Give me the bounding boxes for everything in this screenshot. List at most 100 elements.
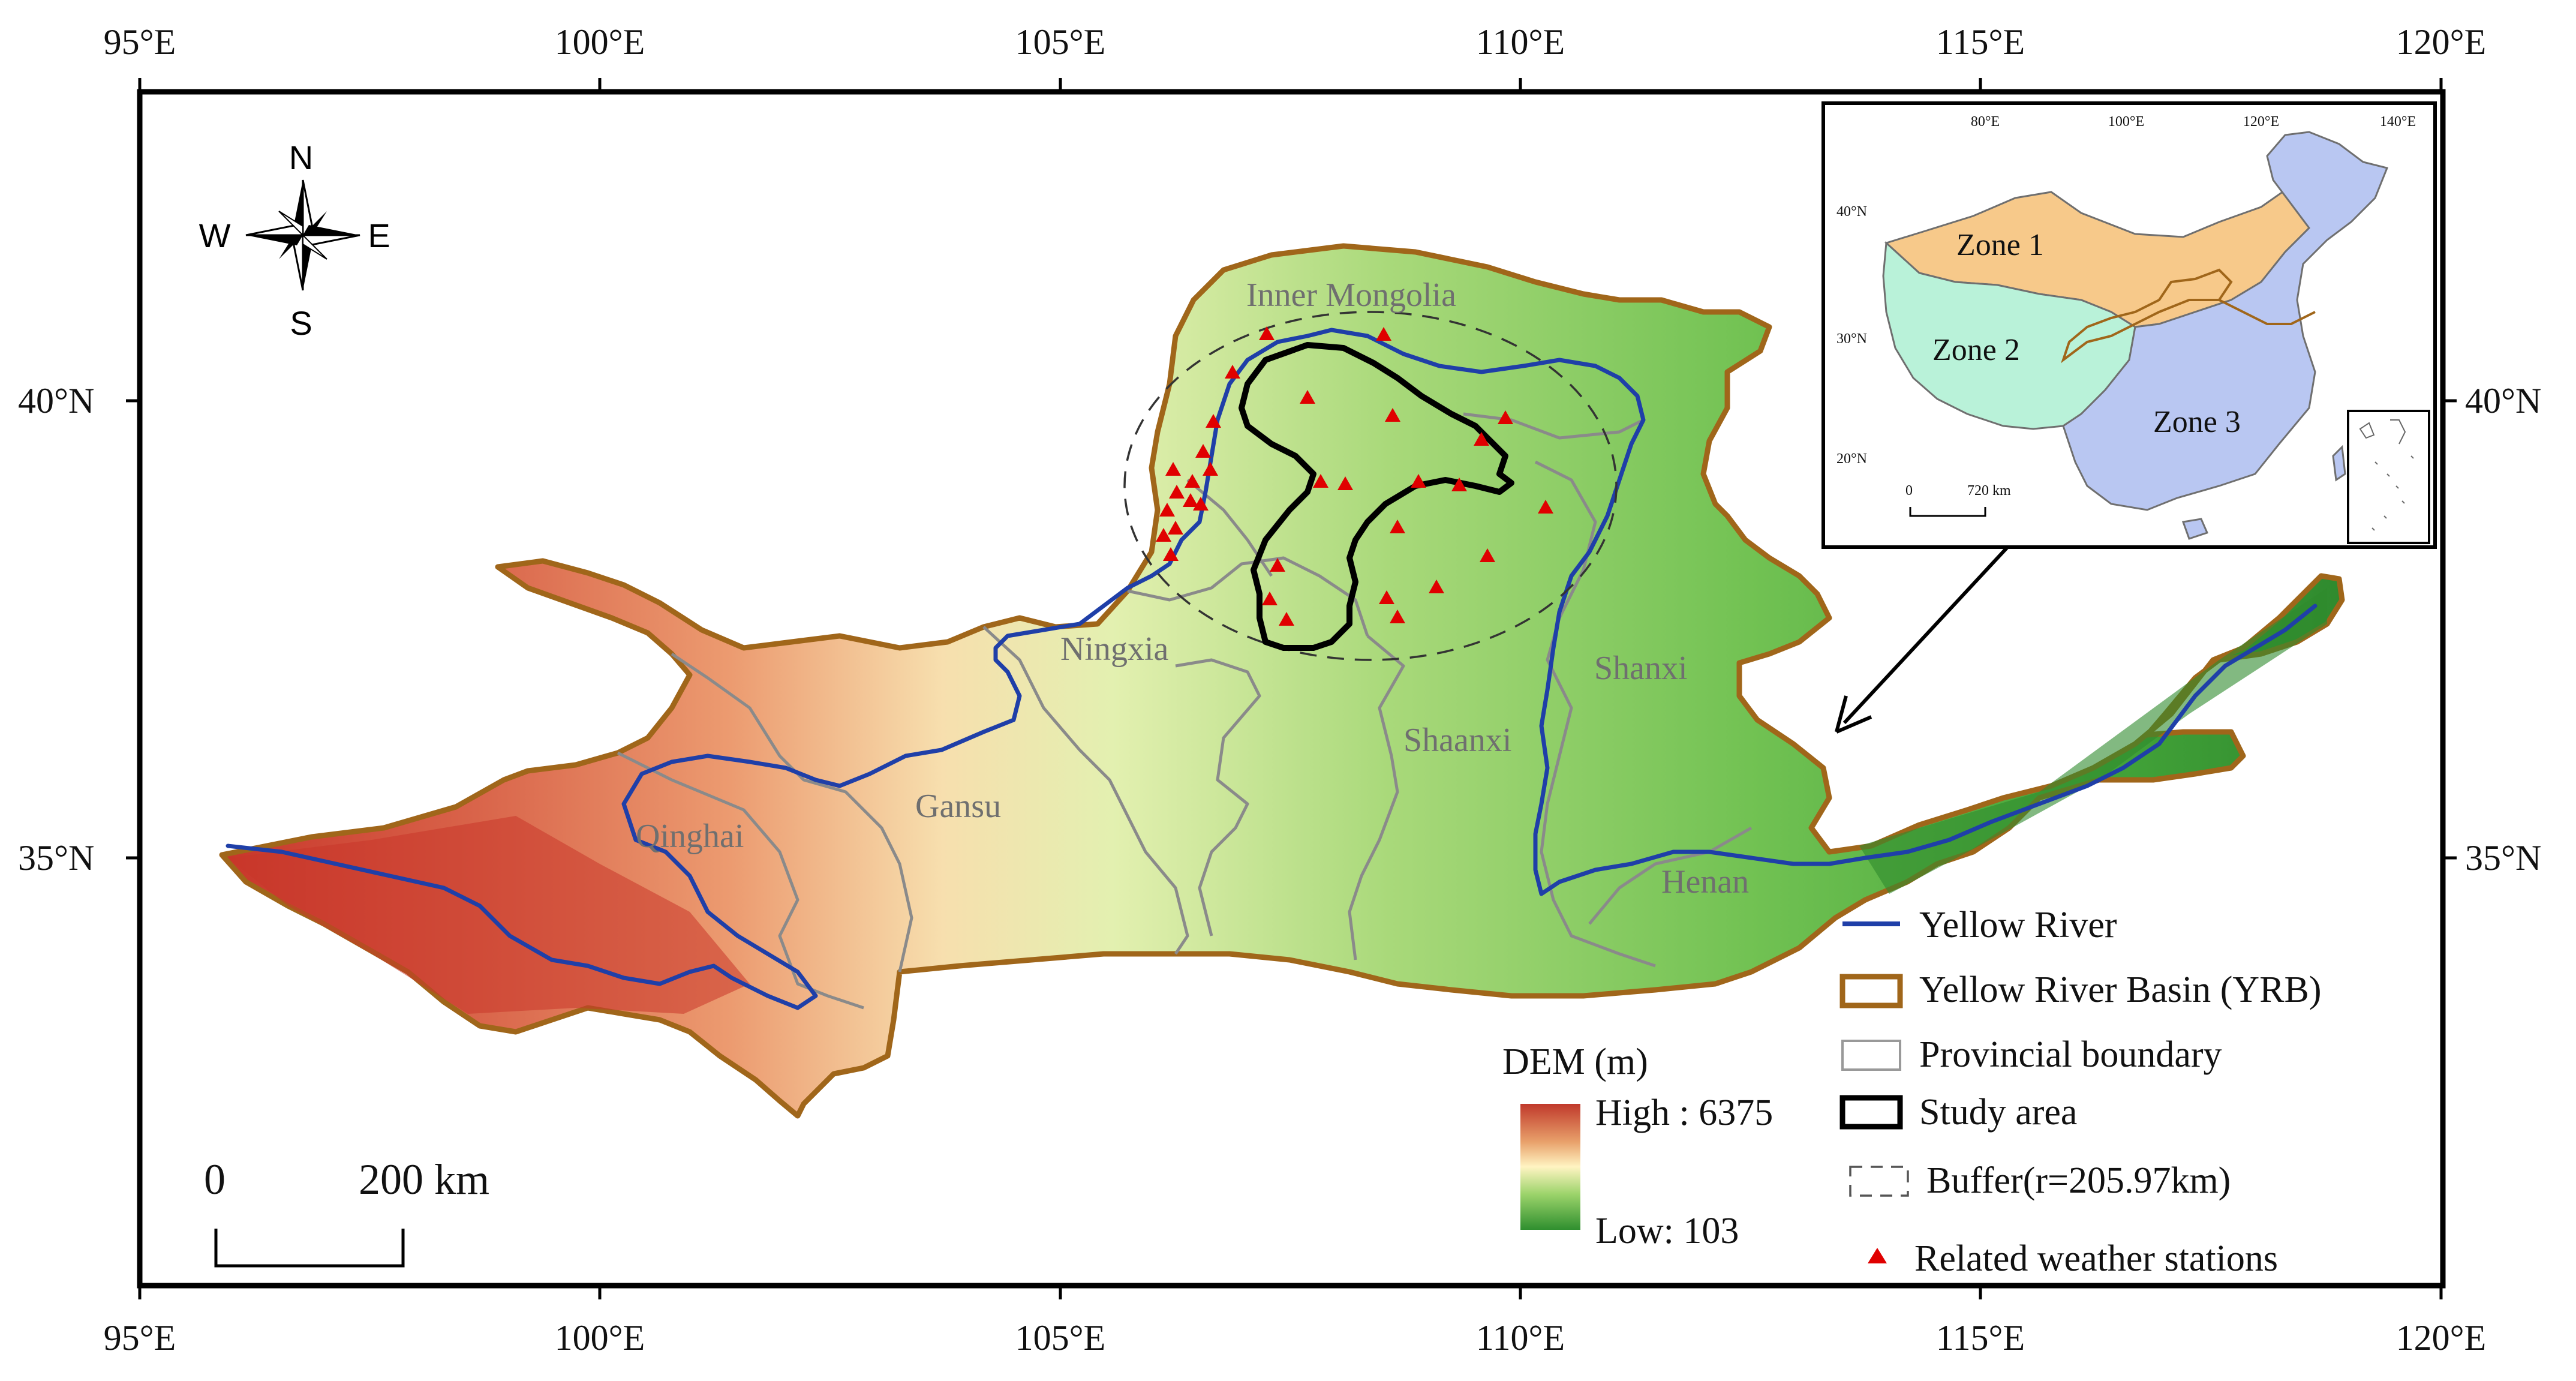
- weather-station: [1159, 503, 1175, 517]
- province-label-shanxi: Shanxi: [1594, 650, 1688, 687]
- legend-swatch-provincial-boundary: [1841, 1040, 1901, 1071]
- weather-station: [1451, 478, 1467, 491]
- inset-yrb-outline: [2061, 268, 2316, 364]
- province-label-gansu: Gansu: [915, 788, 1001, 825]
- weather-station: [1313, 474, 1328, 488]
- weather-station: [1193, 497, 1209, 511]
- inset-map: 80°E 100°E 120°E 140°E 40°N 30°N 20°N Zo…: [1821, 101, 2437, 549]
- lon-label-bottom-105: 105°E: [1015, 1318, 1106, 1358]
- weather-station: [1474, 432, 1489, 446]
- dem-color-ramp: [1520, 1104, 1580, 1230]
- weather-station: [1480, 548, 1495, 562]
- dem-legend: DEM (m) High : 6375 Low: 103: [1502, 1041, 1773, 1251]
- weather-station: [1300, 390, 1315, 404]
- weather-station: [1156, 528, 1171, 542]
- weather-station: [1183, 493, 1198, 507]
- lat-label-left-35: 35°N: [18, 838, 94, 878]
- inset-lat-20: 20°N: [1836, 451, 1867, 467]
- inset-taiwan: [2332, 445, 2346, 482]
- legend-label-weather-stations: Related weather stations: [1914, 1238, 2278, 1279]
- lon-label-top-120: 120°E: [2396, 22, 2487, 62]
- weather-station: [1259, 326, 1275, 340]
- weather-station: [1206, 414, 1221, 428]
- weather-station: [1262, 592, 1278, 605]
- lon-label-top-115: 115°E: [1936, 22, 2025, 62]
- weather-station: [1169, 485, 1185, 499]
- north-label: N: [289, 139, 313, 176]
- weather-station: [1376, 327, 1391, 341]
- province-label-ningxia: Ningxia: [1060, 631, 1169, 668]
- map-frame: [137, 89, 2446, 1289]
- lon-label-bottom-120: 120°E: [2396, 1318, 2487, 1358]
- inset-lat-40: 40°N: [1836, 204, 1867, 220]
- weather-stations: [1156, 326, 1553, 626]
- inset-scale-zero: 0: [1905, 483, 1913, 499]
- weather-station: [1337, 476, 1353, 490]
- inset-lon-140: 140°E: [2380, 114, 2416, 130]
- lon-label-bottom-115: 115°E: [1936, 1318, 2025, 1358]
- weather-station: [1279, 612, 1294, 626]
- south-label: S: [290, 304, 312, 342]
- lon-label-top-95: 95°E: [104, 22, 176, 62]
- lon-label-top-110: 110°E: [1476, 22, 1565, 62]
- north-arrow: [245, 179, 360, 291]
- province-label-inner-mongolia: Inner Mongolia: [1246, 277, 1456, 314]
- scale-bar-zero: 0: [204, 1155, 226, 1203]
- east-label: E: [368, 217, 390, 254]
- weather-station: [1429, 580, 1444, 593]
- weather-station: [1163, 547, 1179, 561]
- legend-swatch-weather-station: [1868, 1248, 1887, 1263]
- province-label-shaanxi: Shaanxi: [1403, 722, 1511, 759]
- weather-station: [1390, 520, 1405, 533]
- weather-station: [1168, 521, 1183, 535]
- inset-scale-distance: 720 km: [1967, 483, 2011, 499]
- legend-label-buffer: Buffer(r=205.97km): [1926, 1160, 2231, 1201]
- legend-swatch-yrb: [1839, 974, 1903, 1008]
- weather-station: [1225, 365, 1240, 379]
- lon-label-bottom-95: 95°E: [104, 1318, 176, 1358]
- yellow-river-line: [226, 328, 2318, 1010]
- lon-label-bottom-110: 110°E: [1476, 1318, 1565, 1358]
- inset-lon-120: 120°E: [2243, 114, 2279, 130]
- weather-station: [1270, 558, 1285, 572]
- lon-label-top-105: 105°E: [1015, 22, 1106, 62]
- inset-zone-3-label: Zone 3: [2153, 405, 2241, 439]
- lat-label-left-40: 40°N: [18, 381, 94, 421]
- legend-label-provincial-boundary: Provincial boundary: [1919, 1034, 2222, 1075]
- inset-south-china-sea-islands: [2359, 419, 2414, 531]
- inset-lon-100: 100°E: [2108, 114, 2144, 130]
- inset-lon-80: 80°E: [1971, 114, 2000, 130]
- legend-label-yrb: Yellow River Basin (YRB): [1919, 969, 2322, 1010]
- lat-label-right-35: 35°N: [2465, 838, 2541, 878]
- scale-bar: 0 200 km: [204, 1155, 489, 1268]
- lat-label-right-40: 40°N: [2465, 381, 2541, 421]
- relief-shade-east: [1859, 588, 2327, 894]
- inset-hainan: [2181, 518, 2209, 540]
- weather-station: [1385, 408, 1400, 422]
- inset-lat-30: 30°N: [1836, 331, 1867, 347]
- inset-scale-bar: [1909, 507, 1986, 517]
- main-legend: Yellow River Yellow River Basin (YRB) Pr…: [1839, 905, 2322, 1279]
- province-label-henan: Henan: [1661, 863, 1749, 900]
- dem-legend-high: High : 6375: [1595, 1092, 1773, 1133]
- weather-station: [1538, 500, 1553, 514]
- study-area-outline: [1239, 342, 1514, 651]
- province-label-qinghai: Qinghai: [636, 818, 744, 855]
- legend-label-yellow-river: Yellow River: [1919, 905, 2117, 945]
- buffer-circle: [1123, 311, 1618, 661]
- dem-legend-low: Low: 103: [1595, 1211, 1739, 1251]
- weather-station: [1379, 590, 1394, 604]
- lon-label-bottom-100: 100°E: [555, 1318, 645, 1358]
- weather-station: [1498, 410, 1513, 424]
- inset-zone-2-label: Zone 2: [1932, 333, 2020, 367]
- dem-legend-title: DEM (m): [1502, 1041, 1648, 1082]
- weather-station: [1411, 474, 1426, 488]
- lon-label-top-100: 100°E: [555, 22, 645, 62]
- lon-tick-marks: [126, 78, 2457, 1299]
- legend-swatch-study-area: [1839, 1095, 1903, 1130]
- inset-zone-1-label: Zone 1: [1956, 228, 2044, 262]
- scale-bar-distance: 200 km: [359, 1155, 489, 1203]
- legend-swatch-buffer: [1849, 1166, 1909, 1197]
- inset-zone-3: [2062, 131, 2389, 511]
